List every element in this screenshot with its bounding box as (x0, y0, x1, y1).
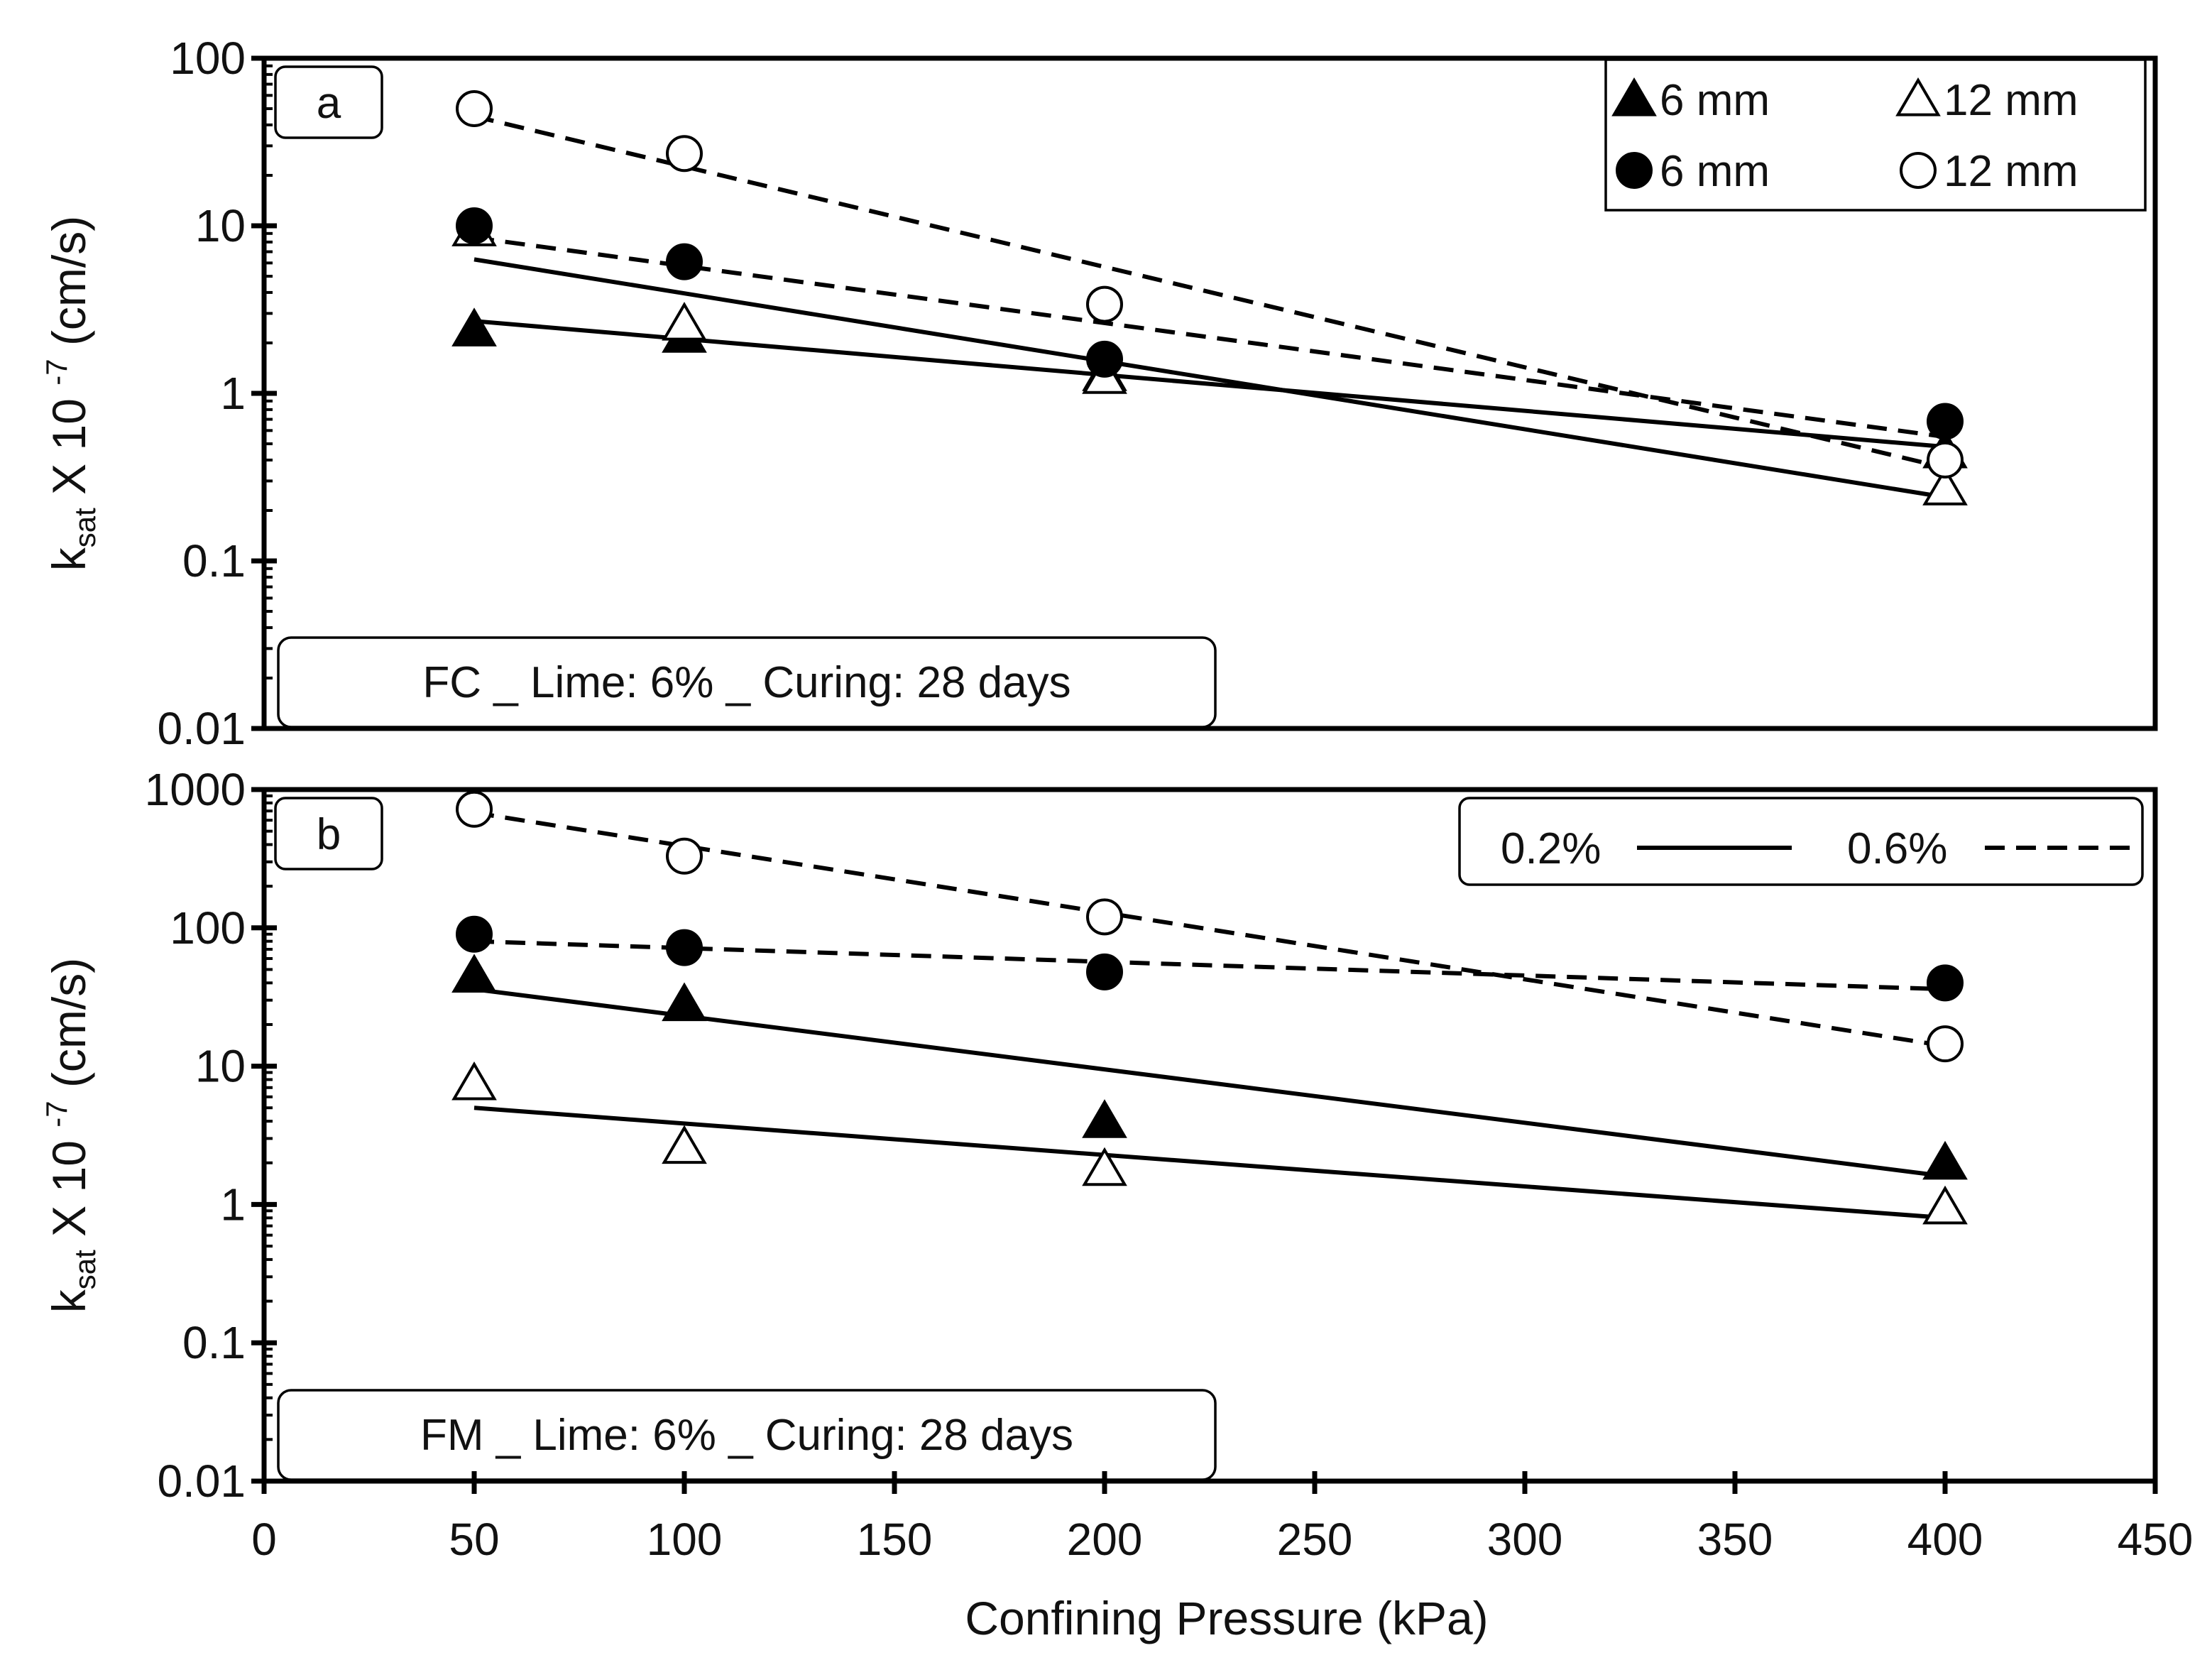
panel-b-series-1-point (1082, 1147, 1127, 1186)
panel-a-annotation-box (277, 636, 1217, 728)
legend-marker-label-0: 6 mm (1660, 76, 1770, 125)
legend-marker-1 (1895, 77, 1941, 116)
panel-b-series-2-point (1086, 953, 1123, 990)
panel-b-y-tick-label: 0.01 (157, 1456, 246, 1507)
panel-a-series-2-point (1086, 340, 1123, 378)
panel-a-y-title-label-exp: -7 (40, 359, 73, 385)
x-tick-label: 250 (1277, 1514, 1353, 1565)
panel-b-series-1-point (1922, 1185, 1968, 1225)
panel-b-y-title-label-exp: -7 (40, 1101, 73, 1127)
line-legend-box (1458, 797, 2144, 886)
panel-a-series-3-point (456, 90, 493, 128)
panel-a-series-3-point (1086, 285, 1123, 323)
panel-b-y-tick-label: 10 (195, 1041, 246, 1092)
panel-a-y-axis-title: ksat X 10 -7 (cm/s) (40, 216, 102, 571)
panel-a-series-1-fit-line (473, 257, 1946, 500)
panel-a-series-2-point (666, 243, 703, 280)
legend-marker-label-3: 12 mm (1944, 147, 2078, 196)
legend-marker-label-1: 12 mm (1944, 76, 2078, 125)
panel-a-y-tick-label: 1 (220, 368, 246, 419)
panel-a-series-3-point (1927, 441, 1964, 479)
x-axis-title: Confining Pressure (kPa) (965, 1592, 1488, 1644)
x-axis: 0 50 100 150 200 250 300 350 400 450 (251, 1471, 2193, 1565)
panel-b-series-0-point (1922, 1140, 1968, 1180)
panel-a-series-3-point (666, 135, 703, 173)
panel-a-series-1-point (662, 302, 707, 341)
panel-b-series-3-point (666, 837, 703, 875)
panel-a-y-title-label-unit: (cm/s) (43, 216, 95, 359)
panel-b-y-title-label-sub: sat (68, 1250, 102, 1289)
panel-a-series-2-point (1927, 403, 1964, 440)
marker-legend-box (1604, 58, 2147, 212)
panel-b-series-0-point (662, 982, 707, 1022)
x-tick-label: 300 (1487, 1514, 1563, 1565)
x-tick-label: 100 (647, 1514, 723, 1565)
x-tick-label: 450 (2118, 1514, 2194, 1565)
panel-b-y-title-label-rest: X 10 (43, 1128, 95, 1250)
panel-b: 0.01 0.1 1 10 100 1000 ksat X 10 -7 (cm/s) b FM … (40, 764, 2158, 1507)
panel-b-tag: b (317, 810, 341, 859)
legend-line-label-0: 0.2% (1501, 824, 1601, 873)
panel-b-series-1-point (451, 1061, 497, 1101)
panel-a-y-title-label-sub: sat (68, 508, 102, 547)
panel-a-series-0-point (451, 307, 497, 346)
panel-b-tag-box (274, 797, 383, 870)
x-tick-label: 0 (251, 1514, 277, 1565)
panel-a-series-2-fit-line (473, 235, 1946, 440)
panel-a-annotation: FC _ Lime: 6% _ Curing: 28 days (422, 658, 1071, 707)
panel-b-y-axis-title: ksat X 10 -7 (cm/s) (40, 958, 102, 1313)
x-tick-label: 200 (1067, 1514, 1143, 1565)
panel-b-series-2-point (1927, 964, 1964, 1002)
panel-b-frame (261, 787, 2158, 1484)
x-tick-label: 150 (857, 1514, 933, 1565)
panel-b-annotation: FM _ Lime: 6% _ Curing: 28 days (420, 1411, 1073, 1460)
panel-a-y-tick-label: 100 (170, 33, 246, 84)
panel-b-series-1-point (662, 1125, 707, 1164)
panel-a-y-title-label-main: k (43, 547, 95, 571)
x-tick-label: 50 (449, 1514, 499, 1565)
panel-b-y-tick-label: 1000 (145, 764, 246, 815)
panel-a-series-3-fit-line (473, 114, 1946, 470)
panel-b-y-tick-label: 1 (220, 1179, 246, 1230)
panel-a-tag: a (317, 79, 341, 128)
panel-b-annotation-box (277, 1389, 1217, 1481)
legend-marker-3 (1900, 152, 1937, 189)
panel-b-series-3-point (1927, 1025, 1964, 1063)
panel-b-series-2-fit-line (473, 939, 1946, 992)
panel-a-y-tick-label: 0.01 (157, 703, 246, 754)
panel-b-series-0-point (451, 954, 497, 993)
panel-b-series-0-point (1082, 1099, 1127, 1138)
panel-a-series-2-point (456, 207, 493, 244)
legend-line-label-1: 0.6% (1847, 824, 1947, 873)
legend-marker-2 (1616, 152, 1653, 189)
panel-a-tag-box (274, 65, 383, 139)
legend-marker-label-2: 6 mm (1660, 147, 1770, 196)
x-tick-label: 400 (1907, 1514, 1983, 1565)
panel-a-y-title-label-rest: X 10 (43, 386, 95, 508)
panel-b-series-2-point (666, 929, 703, 966)
panel-b-series-0-fit-line (473, 987, 1946, 1179)
panel-b-y-title-label-unit: (cm/s) (43, 958, 95, 1101)
panel-b-y-tick-label: 100 (170, 902, 246, 954)
panel-b-series-3-point (456, 790, 493, 828)
panel-a-series-1-point (1922, 466, 1968, 506)
panel-a: 0.01 0.1 1 10 100 ksat X 10 -7 (cm/s) a FC _ Li… (40, 33, 2158, 754)
panel-a-y-tick-label: 10 (195, 200, 246, 251)
panel-a-series-0-fit-line (473, 319, 1946, 449)
panel-b-y-title-label-main: k (43, 1289, 95, 1313)
panel-a-y-tick-label: 0.1 (182, 535, 246, 586)
x-tick-label: 350 (1697, 1514, 1773, 1565)
panel-b-series-1-fit-line (473, 1106, 1946, 1221)
legend-marker-0 (1611, 77, 1657, 116)
panel-b-y-tick-label: 0.1 (182, 1317, 246, 1368)
panel-b-series-3-point (1086, 898, 1123, 936)
panel-b-series-2-point (456, 915, 493, 953)
